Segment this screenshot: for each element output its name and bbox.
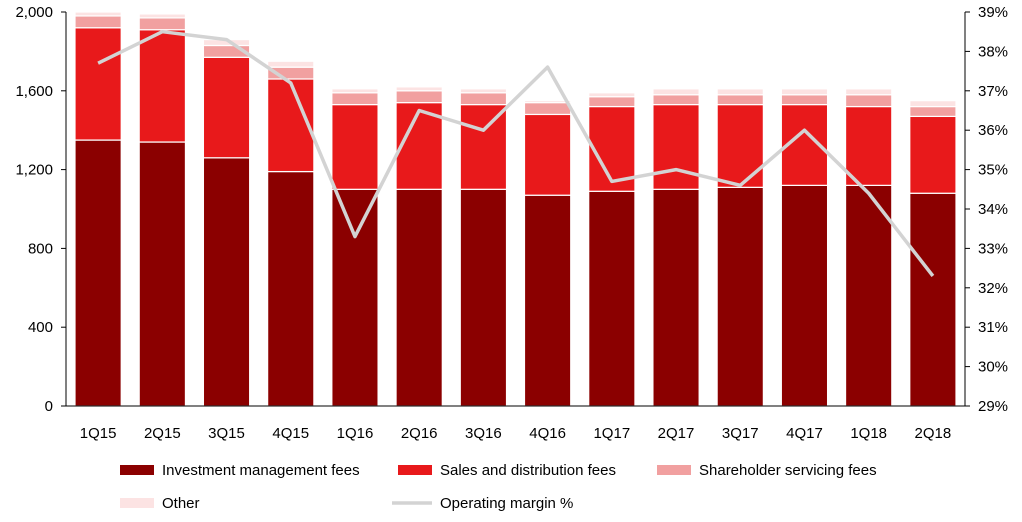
x-tick-label: 4Q15 (272, 425, 309, 442)
bar-sales-and-distribution-fees-1q16 (331, 103, 379, 190)
operating-margin-line (97, 29, 935, 278)
bar-shareholder-servicing-fees-1q18 (844, 94, 893, 108)
x-tick-label: 2Q15 (144, 425, 181, 442)
legend: Investment management fees Sales and dist… (120, 462, 877, 512)
bar-other-2q17 (652, 88, 700, 96)
bar-shareholder-servicing-fees-1q17 (588, 96, 636, 108)
y2-tick-label: 38% (978, 43, 1008, 60)
y2-tick-label: 36% (978, 122, 1008, 139)
legend-label-shareholder-servicing-fees: Shareholder servicing fees (699, 462, 877, 479)
bar-investment-management-fees-1q18 (844, 184, 893, 407)
x-tick-label: 1Q16 (337, 425, 374, 442)
x-tick-label: 1Q17 (593, 425, 630, 442)
bar-investment-management-fees-3q15 (202, 157, 251, 407)
legend-label-other: Other (162, 495, 200, 512)
y-tick-label: 1,600 (15, 83, 53, 100)
x-tick-label: 1Q18 (850, 425, 887, 442)
axes-layer: 1Q15 2Q15 3Q15 4Q15 1Q16 2Q16 3Q16 4Q16 1Q17 2Q17… (15, 4, 1008, 442)
legend-label-operating-margin: Operating margin % (440, 495, 573, 512)
x-tick-label: 3Q15 (208, 425, 245, 442)
bar-investment-management-fees-4q16 (523, 194, 572, 407)
bar-shareholder-servicing-fees-1q16 (331, 92, 379, 106)
bar-shareholder-servicing-fees-2q15 (138, 17, 187, 31)
y2-tick-label: 29% (978, 398, 1008, 415)
bar-sales-and-distribution-fees-3q16 (459, 103, 508, 190)
bar-sales-and-distribution-fees-4q15 (267, 78, 315, 173)
bar-investment-management-fees-2q18 (909, 192, 957, 407)
bar-sales-and-distribution-fees-3q15 (202, 56, 251, 159)
bar-shareholder-servicing-fees-1q15 (74, 15, 122, 29)
y2-tick-label: 33% (978, 240, 1008, 257)
bar-other-2q15 (138, 13, 187, 19)
y-tick-label: 1,200 (15, 162, 53, 179)
bar-layer (74, 11, 957, 407)
bar-other-1q18 (844, 88, 893, 96)
x-tick-label: 4Q17 (786, 425, 823, 442)
bar-other-1q17 (588, 92, 636, 98)
bar-sales-and-distribution-fees-1q15 (74, 27, 122, 141)
bar-shareholder-servicing-fees-4q16 (523, 102, 572, 116)
bar-shareholder-servicing-fees-2q17 (652, 94, 700, 106)
bar-investment-management-fees-3q16 (459, 188, 508, 407)
bar-investment-management-fees-1q15 (74, 139, 122, 407)
bar-investment-management-fees-2q15 (138, 141, 187, 407)
bar-other-1q15 (74, 11, 122, 17)
margin-line-layer (97, 29, 935, 278)
bar-shareholder-servicing-fees-2q18 (909, 105, 957, 118)
bar-sales-and-distribution-fees-3q17 (716, 103, 764, 188)
legend-swatch-shareholder-servicing-fees (657, 465, 691, 475)
bar-investment-management-fees-2q16 (395, 188, 443, 407)
bar-investment-management-fees-1q17 (588, 190, 636, 407)
y2-tick-label: 34% (978, 201, 1008, 218)
y2-tick-label: 32% (978, 280, 1008, 297)
x-tick-label: 2Q16 (401, 425, 438, 442)
x-tick-label: 1Q15 (80, 425, 117, 442)
bar-other-4q17 (780, 88, 829, 96)
bar-investment-management-fees-1q16 (331, 188, 379, 407)
bar-other-2q16 (395, 86, 443, 92)
bar-other-2q18 (909, 100, 957, 108)
legend-swatch-other (120, 498, 154, 508)
bar-sales-and-distribution-fees-2q15 (138, 29, 187, 143)
y2-tick-label: 30% (978, 359, 1008, 376)
bar-shareholder-servicing-fees-3q17 (716, 94, 764, 106)
x-tick-label: 2Q18 (915, 425, 952, 442)
y-tick-label: 0 (45, 398, 53, 415)
bar-other-4q16 (523, 100, 572, 104)
bar-shareholder-servicing-fees-2q16 (395, 90, 443, 104)
bar-investment-management-fees-3q17 (716, 186, 764, 407)
y2-tick-label: 35% (978, 162, 1008, 179)
x-tick-label: 3Q16 (465, 425, 502, 442)
y2-tick-label: 37% (978, 83, 1008, 100)
bar-sales-and-distribution-fees-1q18 (844, 105, 893, 186)
bar-investment-management-fees-4q17 (780, 184, 829, 407)
x-tick-label: 2Q17 (658, 425, 695, 442)
bar-investment-management-fees-4q15 (267, 170, 315, 407)
bar-sales-and-distribution-fees-2q17 (652, 103, 700, 190)
legend-label-investment-management-fees: Investment management fees (162, 462, 360, 479)
y2-tick-label: 39% (978, 4, 1008, 21)
y-tick-label: 2,000 (15, 4, 53, 21)
legend-swatch-investment-management-fees (120, 465, 154, 475)
x-tick-label: 4Q16 (529, 425, 566, 442)
bar-other-1q16 (331, 88, 379, 94)
bar-other-3q17 (716, 88, 764, 96)
bar-sales-and-distribution-fees-2q16 (395, 102, 443, 190)
bar-shareholder-servicing-fees-4q17 (780, 94, 829, 106)
legend-swatch-sales-and-distribution-fees (398, 465, 432, 475)
y-tick-label: 400 (28, 319, 53, 336)
bar-sales-and-distribution-fees-4q16 (523, 113, 572, 196)
bar-other-4q15 (267, 60, 315, 68)
bar-shareholder-servicing-fees-3q16 (459, 92, 508, 106)
x-tick-label: 3Q17 (722, 425, 759, 442)
legend-label-sales-and-distribution-fees: Sales and distribution fees (440, 462, 616, 479)
bar-other-3q16 (459, 88, 508, 94)
y-tick-label: 800 (28, 240, 53, 257)
y2-tick-label: 31% (978, 319, 1008, 336)
bar-investment-management-fees-2q17 (652, 188, 700, 407)
bar-sales-and-distribution-fees-2q18 (909, 115, 957, 194)
